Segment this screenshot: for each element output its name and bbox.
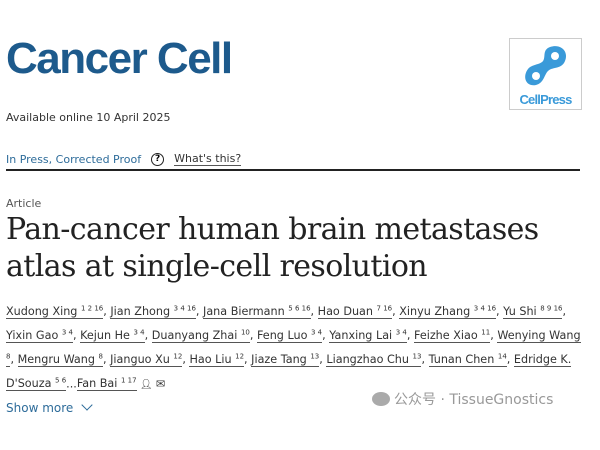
- author-affiliation: 8 9 16: [540, 304, 563, 312]
- author-link[interactable]: Duanyang Zhai 10: [151, 328, 250, 343]
- author-link[interactable]: Xinyu Zhang 3 4 16: [399, 304, 497, 319]
- author-link[interactable]: Yu Shi 8 9 16: [503, 304, 563, 319]
- author-affiliation: 13: [310, 352, 320, 361]
- author-affiliation: 13: [412, 352, 422, 361]
- author-affiliation: 5 6 16: [288, 304, 311, 312]
- author-name: Edridge K. D'Souza: [6, 353, 572, 391]
- author-name: Xinyu Zhang: [399, 304, 471, 318]
- email-icon[interactable]: ✉: [152, 377, 166, 391]
- whats-this-link[interactable]: What's this?: [174, 152, 242, 166]
- author-link[interactable]: Tunan Chen 14: [428, 352, 507, 368]
- cellpress-logo[interactable]: CellPress: [509, 38, 582, 110]
- author-name: Tunan Chen: [428, 353, 495, 367]
- author-affiliation: 3 4 16: [473, 304, 497, 312]
- author-name: Hao Liu: [189, 353, 232, 367]
- author-name: Fan Bai: [76, 377, 118, 391]
- author-affiliation: 5 6: [55, 376, 67, 385]
- author-affiliation: 3 4: [61, 328, 73, 337]
- author-link[interactable]: Wenying Wang 8: [6, 328, 581, 368]
- author-link[interactable]: Liangzhao Chu 13: [326, 352, 422, 368]
- author-affiliation: 3 4 16: [173, 304, 196, 312]
- divider: [6, 169, 580, 171]
- author-link[interactable]: Feizhe Xiao 11: [414, 328, 491, 343]
- author-link[interactable]: Jana Biermann 5 6 16: [203, 304, 311, 319]
- author-affiliation: 12: [173, 352, 183, 361]
- article-type: Article: [6, 197, 42, 210]
- author-link[interactable]: Kejun He 3 4: [80, 328, 145, 343]
- author-affiliation: 1 17: [120, 376, 137, 385]
- author-link[interactable]: Edridge K. D'Souza 5 6: [6, 353, 572, 392]
- author-name: Jian Zhong: [110, 304, 171, 318]
- cellpress-logo-text: CellPress: [519, 92, 572, 107]
- show-more-label: Show more: [6, 401, 74, 415]
- author-affiliation: 14: [497, 352, 507, 361]
- author-name: Kejun He: [80, 328, 130, 342]
- author-affiliation: 10: [240, 328, 250, 337]
- author-name: Jana Biermann: [203, 304, 285, 318]
- author-link[interactable]: Xudong Xing 1 2 16: [6, 304, 104, 319]
- person-icon[interactable]: 👤︎: [136, 379, 153, 391]
- author-name: Yixin Gao: [6, 328, 59, 342]
- author-link[interactable]: Hao Liu 12: [189, 352, 245, 368]
- author-name: Feizhe Xiao: [414, 328, 478, 342]
- author-name: Wenying Wang: [497, 328, 581, 342]
- author-name: Jianguo Xu: [110, 353, 170, 367]
- author-name: Jiaze Tang: [251, 353, 307, 367]
- author-affiliation: 7 16: [376, 304, 393, 312]
- author-link[interactable]: Hao Duan 7 16: [317, 304, 393, 319]
- author-affiliation: 11: [481, 328, 491, 337]
- author-link[interactable]: Mengru Wang 8: [17, 352, 103, 368]
- author-link[interactable]: Yixin Gao 3 4: [6, 328, 73, 343]
- chevron-down-icon: [81, 399, 93, 411]
- watermark: 公众号 · TissueGnostics: [372, 389, 553, 409]
- author-affiliation: 1 2 16: [80, 304, 104, 312]
- wechat-icon: [372, 392, 390, 406]
- author-link[interactable]: Jianguo Xu 12: [110, 352, 183, 368]
- status-label[interactable]: In Press, Corrected Proof: [6, 152, 142, 166]
- cellpress-mark-icon: [525, 46, 567, 86]
- available-online-date: Available online 10 April 2025: [6, 111, 171, 124]
- author-list: Xudong Xing 1 2 16, Jian Zhong 3 4 16, J…: [6, 304, 581, 392]
- author-link[interactable]: Fan Bai 1 17: [76, 376, 137, 392]
- journal-title[interactable]: Cancer Cell: [6, 34, 233, 83]
- author-name: Hao Duan: [317, 304, 373, 318]
- author-link[interactable]: Feng Luo 3 4: [256, 328, 323, 343]
- author-name: Xudong Xing: [6, 304, 78, 318]
- author-link[interactable]: Jian Zhong 3 4 16: [110, 304, 196, 319]
- article-title: Pan-cancer human brain metastases atlas …: [6, 212, 539, 284]
- author-affiliation: 3 4: [395, 328, 407, 337]
- author-affiliation: 3 4: [310, 328, 323, 337]
- author-affiliation: 8: [6, 352, 11, 361]
- author-affiliation: 3 4: [133, 328, 145, 337]
- author-name: Duanyang Zhai: [151, 328, 238, 342]
- author-name: Yu Shi: [503, 304, 537, 318]
- author-name: Yanxing Lai: [329, 328, 393, 342]
- question-circle-icon[interactable]: ?: [151, 152, 165, 166]
- show-more-button[interactable]: Show more: [6, 399, 93, 415]
- author-name: Feng Luo: [256, 328, 308, 342]
- author-name: Mengru Wang: [17, 353, 95, 367]
- author-affiliation: 12: [235, 352, 245, 361]
- author-affiliation: 8: [98, 352, 103, 361]
- article-status: In Press, Corrected Proof ? What's this?: [6, 152, 242, 166]
- author-link[interactable]: Jiaze Tang 13: [251, 352, 320, 368]
- author-name: Liangzhao Chu: [326, 353, 409, 367]
- author-link[interactable]: Yanxing Lai 3 4: [329, 328, 407, 343]
- watermark-text: 公众号 · TissueGnostics: [394, 392, 554, 408]
